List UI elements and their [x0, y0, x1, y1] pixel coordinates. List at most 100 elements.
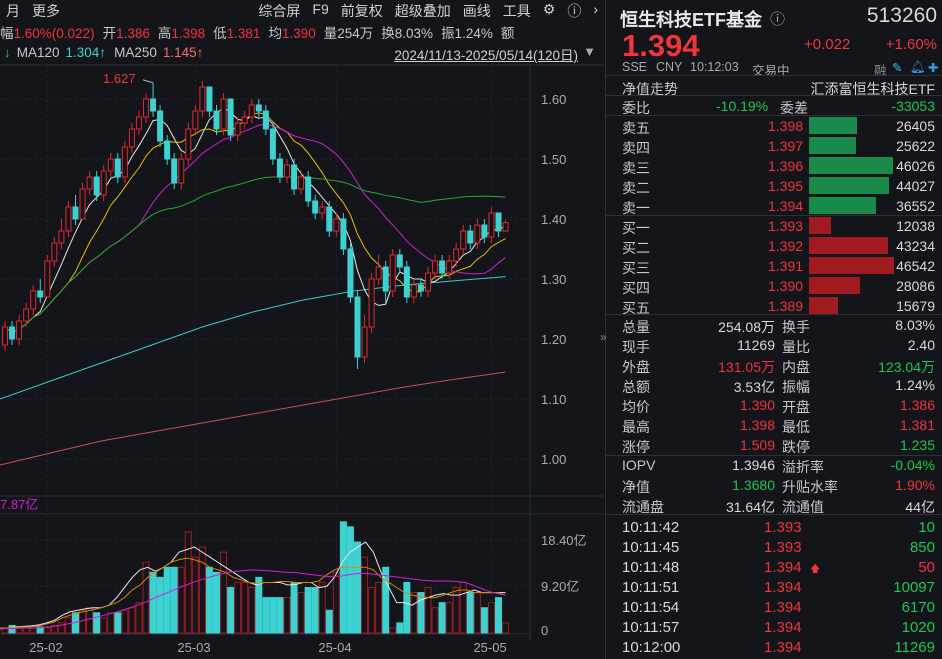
kline-chart[interactable]: 1.60 1.50 1.40 1.30 1.20 1.10 1.00 18.40亿 9.20亿 0… — [0, 0, 604, 659]
period-month-button[interactable]: 月 — [6, 3, 20, 19]
overlay-button[interactable]: 超级叠加 — [394, 3, 451, 19]
candle — [291, 159, 298, 195]
candle — [72, 195, 79, 225]
level-price: 1.392 — [768, 238, 804, 254]
volume-bar — [57, 622, 65, 634]
tools-button[interactable]: 工具 — [502, 3, 531, 19]
candle — [58, 219, 65, 249]
candle-body — [58, 230, 65, 244]
bids-level-4[interactable]: 买四 1.390 28086 — [606, 276, 942, 296]
price-tick-label: 1.30 — [541, 272, 566, 287]
candle-body — [23, 308, 30, 322]
volume-ma20-line — [0, 569, 506, 630]
volume-bar — [184, 531, 192, 634]
security-name: 恒生科技ETF基金 — [620, 10, 762, 30]
volume-bar — [107, 612, 115, 634]
stat-value: 1.381 — [899, 417, 935, 433]
candle — [502, 220, 509, 232]
asks-level-2[interactable]: 卖四 1.397 25622 — [606, 136, 942, 156]
volume-bar — [163, 566, 171, 634]
candle — [347, 243, 354, 303]
avg-value: 1.390 — [281, 26, 316, 41]
candle — [354, 291, 361, 369]
candle — [9, 321, 16, 345]
stat-label: 外盘 — [622, 359, 650, 375]
bids-level-1[interactable]: 买一 1.393 12038 — [606, 216, 942, 236]
candle — [107, 153, 114, 177]
volume-ma-label: 7.87亿 — [0, 497, 39, 512]
level-volume: 46026 — [896, 158, 935, 174]
candle — [298, 171, 305, 195]
info-icon[interactable]: ⓘ — [770, 11, 786, 28]
candle-body — [354, 296, 361, 358]
candle — [2, 321, 8, 351]
order-diff-value: -33053 — [891, 98, 935, 114]
forward-adjust-button[interactable]: 前复权 — [340, 3, 383, 19]
volume-bar — [50, 624, 58, 634]
low-value: 1.381 — [226, 26, 261, 41]
candle — [150, 82, 157, 117]
level-label: 卖四 — [622, 140, 650, 156]
tick-price: 1.394 — [764, 639, 802, 656]
bids-level-3[interactable]: 买三 1.391 46542 — [606, 256, 942, 276]
asks-level-4[interactable]: 卖二 1.395 44027 — [606, 176, 942, 196]
stat-value: 131.05万 — [718, 359, 775, 375]
tick-time: 10:11:51 — [622, 579, 680, 596]
candle — [326, 201, 333, 237]
quote-panel: » 恒生科技ETF基金 ⓘ 513260 1.394 +0.022 +1.60% SSE… — [600, 0, 942, 659]
nav-trend-link[interactable]: 净值走势 — [622, 81, 678, 97]
composite-screen-button[interactable]: 综合屏 — [258, 3, 301, 19]
volume-bar — [389, 627, 397, 634]
edit-icon[interactable]: ✎ — [892, 61, 903, 75]
help-icon[interactable]: ⓘ — [567, 3, 582, 19]
bell-icon[interactable]: 🔔︎ — [910, 60, 926, 74]
volume-bar — [473, 592, 481, 634]
draw-button[interactable]: 画线 — [462, 3, 491, 19]
candle-body — [410, 284, 417, 298]
gear-icon[interactable]: ⚙ — [542, 1, 556, 17]
asks-level-1[interactable]: 卖五 1.398 26405 — [606, 116, 942, 136]
candle-body — [481, 224, 488, 238]
stats-row: 最高 1.398 最低 1.381 — [606, 415, 942, 435]
level-volume-bar — [809, 237, 888, 254]
f9-button[interactable]: F9 — [312, 1, 329, 17]
price-tick-label: 1.60 — [541, 92, 566, 107]
candle — [114, 153, 121, 183]
tick-volume: 850 — [909, 539, 935, 556]
trade-tick-row: 10:11:48 1.394 🡅 50 — [606, 557, 942, 577]
volume-bar — [269, 597, 277, 634]
candle — [206, 86, 213, 117]
volume-bar — [135, 602, 143, 634]
candle-body — [291, 164, 298, 190]
chevron-right-icon[interactable]: › — [593, 1, 598, 17]
bids-level-5[interactable]: 买五 1.389 15679 — [606, 296, 942, 316]
add-icon[interactable]: ✚ — [928, 61, 939, 75]
dropdown-triangle-icon[interactable]: ▼ — [583, 44, 596, 59]
volume-bar — [177, 566, 185, 634]
date-range-selector[interactable]: 2024/11/13-2025/05/14(120日) — [394, 48, 578, 63]
tick-time: 10:11:57 — [622, 619, 680, 636]
stat-value: 8.03% — [895, 317, 935, 333]
stat-value: -0.04% — [890, 457, 935, 473]
collapse-chevron-icon[interactable]: » — [600, 330, 607, 344]
volume-bar — [431, 607, 439, 634]
candle-body — [135, 116, 142, 130]
volume-bar — [375, 581, 383, 634]
chart-panel: 月 更多 综合屏 F9 前复权 超级叠加 画线 工具 ⚙ ⓘ › 幅1.60%(… — [0, 0, 604, 659]
asks-level-5[interactable]: 卖一 1.394 36552 — [606, 196, 942, 216]
asks-level-3[interactable]: 卖三 1.396 46026 — [606, 156, 942, 176]
high-label: 高 — [157, 26, 172, 41]
volume-bar — [170, 566, 178, 634]
volume-tick-label: 0 — [541, 623, 548, 638]
volume-bar — [332, 571, 340, 634]
candle — [375, 255, 382, 285]
tick-price: 1.394 — [764, 619, 802, 636]
more-button[interactable]: 更多 — [32, 3, 60, 19]
stat-value: 31.64亿 — [725, 499, 775, 515]
bids-level-2[interactable]: 买二 1.392 43234 — [606, 236, 942, 256]
candle-body — [65, 206, 72, 232]
candle — [481, 219, 488, 243]
stat-label: 总量 — [622, 319, 650, 335]
level-volume: 43234 — [896, 238, 935, 254]
candle — [185, 123, 192, 165]
